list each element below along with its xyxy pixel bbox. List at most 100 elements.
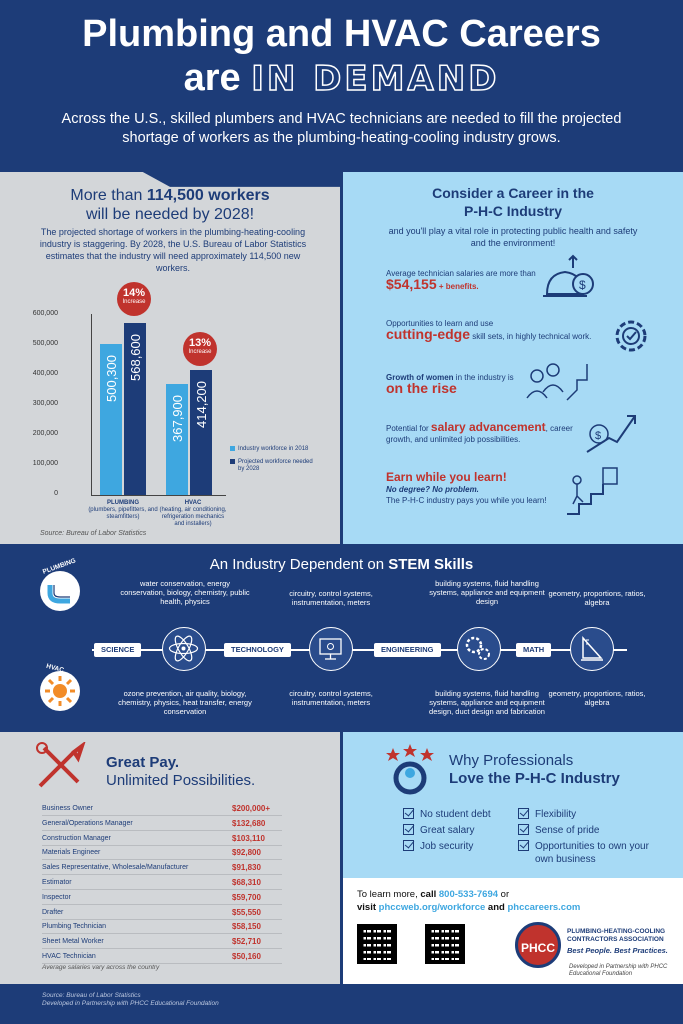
check-icon <box>518 808 529 819</box>
contact-call: call <box>420 889 439 900</box>
workers-heading-bold: 114,500 workers <box>146 187 270 204</box>
x-category: PLUMBING <box>107 500 139 506</box>
check-icon <box>518 824 529 835</box>
org-line1: PLUMBING-HEATING-COOLING <box>567 928 666 935</box>
monitor-icon <box>309 627 353 671</box>
x-sublabel: (plumbers, pipefitters, and steamfitters… <box>88 507 158 520</box>
feature-earn: Earn while you learn! No degree? No probl… <box>386 471 586 506</box>
feature-salary: Average technician salaries are more tha… <box>386 268 616 292</box>
x-axis <box>91 495 226 496</box>
check-item: Opportunities to own your own business <box>518 840 658 866</box>
salary-amount: $103,110 <box>232 833 265 843</box>
salary-amount: $68,310 <box>232 878 261 887</box>
hvac-badge <box>40 671 80 711</box>
salary-amount: $58,150 <box>232 922 261 932</box>
engineering-bottom-text: building systems, fluid handling systems… <box>429 689 545 716</box>
ytick: 100,000 <box>32 460 58 467</box>
x-sublabel: (heating, air conditioning, refrigeratio… <box>159 507 227 527</box>
ytick: 300,000 <box>32 400 58 407</box>
women-growth-icon <box>526 363 588 401</box>
feat-text: in the industry is <box>453 373 514 382</box>
org-line2: CONTRACTORS ASSOCIATION <box>567 936 664 943</box>
salary-row: Plumbing Technician $58,150 <box>42 920 282 935</box>
career-lead: and you'll play a vital role in protecti… <box>388 226 638 248</box>
qr-code-icon[interactable] <box>357 924 397 964</box>
salary-row: Materials Engineer $92,800 <box>42 846 282 861</box>
check-label: Great salary <box>420 825 475 836</box>
x-category: HVAC <box>184 500 202 506</box>
legend-item: Projected workforce needed by 2028 <box>230 459 320 473</box>
feat-text-italic: No degree? No problem. <box>386 485 479 494</box>
callout-label: Increase <box>122 299 146 305</box>
job-title: General/Operations Manager <box>42 819 133 827</box>
check-icon <box>403 808 414 819</box>
ruler-triangle-icon <box>570 627 614 671</box>
label-technology: TECHNOLOGY <box>224 643 291 657</box>
callout-pct: 14% <box>122 287 146 299</box>
salary-row: Sheet Metal Worker $52,710 <box>42 935 282 950</box>
ytick: 400,000 <box>32 370 58 377</box>
gears-icon <box>457 627 501 671</box>
gear-icon <box>615 320 647 352</box>
site-link-workforce[interactable]: phccweb.org/workforce <box>378 902 486 913</box>
feat-highlight: salary advancement <box>430 420 546 434</box>
feat-text: skill sets, in highly technical work. <box>470 332 592 341</box>
check-icon <box>518 840 529 851</box>
callout-label: Increase <box>188 349 212 355</box>
salary-row: HVAC Technician $50,160 <box>42 950 282 964</box>
bar-value-label: 414,200 <box>194 381 209 429</box>
stem-section: An Industry Dependent on STEM Skills PLU… <box>0 547 683 729</box>
job-title: Construction Manager <box>42 834 111 842</box>
check-label: Flexibility <box>535 809 577 820</box>
footer-text: Source: Bureau of Labor Statistics Develo… <box>42 992 219 1008</box>
title-are: are <box>183 57 241 99</box>
bar-chart: 600,000 500,000 400,000 300,000 200,000 … <box>0 282 340 530</box>
site-link-careers[interactable]: phccareers.com <box>507 902 581 913</box>
workers-heading-post: will be needed by 2028! <box>85 206 255 223</box>
check-label: No student debt <box>420 809 491 820</box>
salary-amount: $55,550 <box>232 907 261 917</box>
salary-amount: $50,160 <box>232 952 261 961</box>
qr-code-icon[interactable] <box>425 924 465 964</box>
job-title: Plumbing Technician <box>42 923 107 931</box>
ytick: 600,000 <box>32 310 58 317</box>
plot-area: 500,300 367,900 568,600 414,200 <box>92 314 226 495</box>
feat-highlight: cutting-edge <box>386 326 470 342</box>
feat-text: , and unlimited job possibilities. <box>410 435 521 444</box>
check-item: Job security <box>403 840 473 853</box>
job-title: Estimator <box>42 879 72 886</box>
science-bottom-text: ozone prevention, air quality, biology, … <box>118 689 252 716</box>
legend-item: Industry workforce in 2018 <box>230 446 320 453</box>
callout-pct: 13% <box>188 337 212 349</box>
svg-text:$: $ <box>579 278 586 292</box>
feat-text: , career growth <box>386 424 573 444</box>
org-tagline: Best People. Best Practices. <box>567 946 668 955</box>
ytick: 0 <box>54 490 58 497</box>
phone-link[interactable]: 800-533-7694 <box>438 889 499 900</box>
feature-advancement: Potential for salary advancement, career… <box>386 420 576 445</box>
workers-panel: More than 114,500 workers will be needed… <box>0 172 340 544</box>
pay-title2: Unlimited Possibilities. <box>106 772 256 789</box>
feat-highlight: $54,155 <box>386 276 437 292</box>
salary-row: Drafter $55,550 <box>42 906 282 920</box>
intro-text: Across the U.S., skilled plumbers and HV… <box>61 111 622 146</box>
hardhat-dollar-icon: $ <box>543 254 594 297</box>
job-title: Drafter <box>42 908 64 916</box>
x-label-plumbing: PLUMBING (plumbers, pipefitters, and stea… <box>88 500 158 521</box>
salary-amount: $200,000+ <box>232 804 271 813</box>
feat-text: The P-H-C industry pays you while you le… <box>386 496 547 505</box>
contact-or: or <box>498 889 510 900</box>
check-label: Opportunities to own your own business <box>535 841 649 865</box>
bar-plumbing-2028 <box>124 323 146 495</box>
bar-hvac-2018 <box>166 384 188 495</box>
contact-pre: To learn more, <box>357 889 421 900</box>
stairs-graduate-icon <box>567 467 618 515</box>
job-title: Inspector <box>42 893 71 901</box>
contact-and: and <box>485 902 508 913</box>
bar-plumbing-2018 <box>100 344 122 495</box>
salary-row: Estimator $68,310 <box>42 876 282 890</box>
ytick: 500,000 <box>32 340 58 347</box>
stem-title-bold: STEM Skills <box>388 556 474 573</box>
bar-hvac-2028 <box>190 370 212 495</box>
salary-row: Sales Representative, Wholesale/Manufact… <box>42 861 282 876</box>
